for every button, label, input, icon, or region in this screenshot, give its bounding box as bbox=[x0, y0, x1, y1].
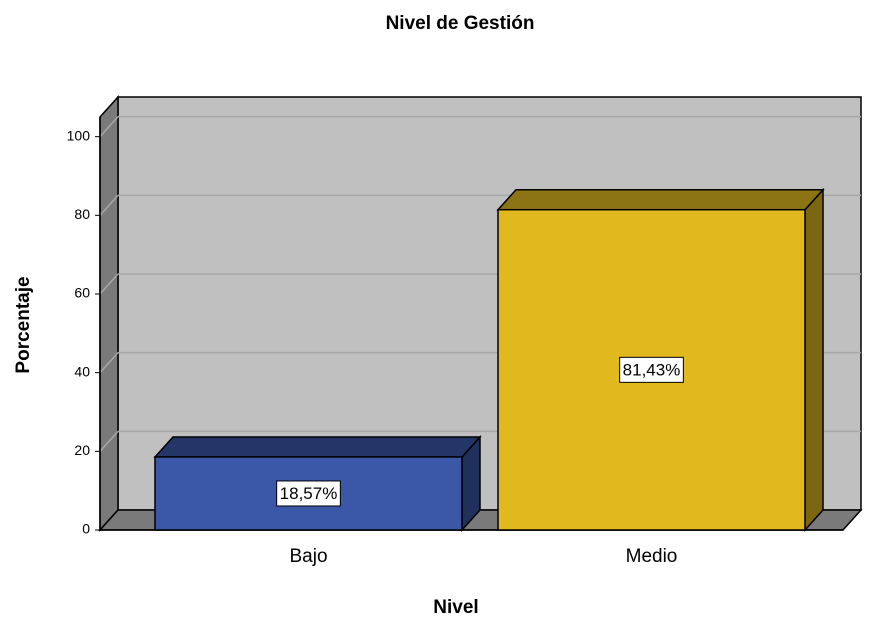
bar-top bbox=[496, 188, 825, 211]
y-tick-label: 20 bbox=[74, 442, 90, 458]
value-label-box bbox=[619, 356, 684, 383]
grid-line bbox=[99, 116, 119, 138]
x-tick-label: Bajo bbox=[289, 546, 327, 567]
value-label: 81,43% bbox=[623, 360, 681, 379]
chart-title: Nivel de Gestión bbox=[386, 13, 535, 34]
grid-line bbox=[99, 194, 119, 216]
grid-line bbox=[99, 352, 119, 374]
bar-top bbox=[153, 436, 482, 458]
x-axis-label: Nivel bbox=[433, 597, 478, 618]
y-tick-label: 100 bbox=[67, 127, 91, 143]
grid-line bbox=[99, 273, 119, 295]
grid-line bbox=[99, 430, 119, 452]
y-tick-label: 60 bbox=[74, 285, 90, 301]
y-tick-label: 80 bbox=[74, 206, 90, 222]
value-label: 18,57% bbox=[280, 484, 338, 503]
y-tick-label: 0 bbox=[82, 521, 90, 537]
x-tick-label: Medio bbox=[626, 546, 678, 567]
bar-side bbox=[804, 187, 824, 532]
y-axis-label: Porcentaje bbox=[13, 276, 34, 373]
value-label-box bbox=[276, 480, 341, 507]
left-wall bbox=[99, 95, 119, 532]
y-tick-label: 40 bbox=[74, 363, 90, 379]
